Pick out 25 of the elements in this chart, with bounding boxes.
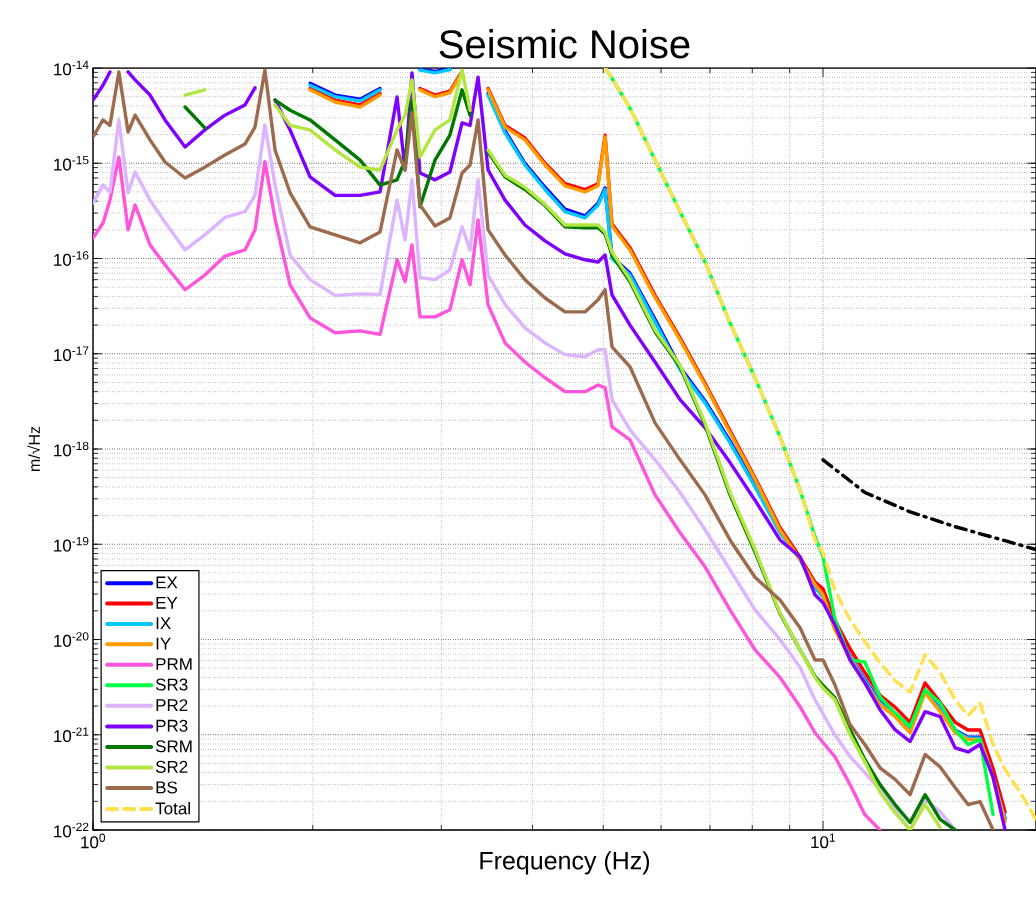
x-axis-title: Frequency (Hz): [480, 851, 650, 875]
y-tick-label: 10$^{-14}$: [54, 60, 89, 76]
x-tick-label: 10$^{0}$: [81, 833, 106, 849]
legend-label: PR3: [156, 719, 188, 732]
legend-label: SRM: [155, 740, 192, 753]
y-tick-label: 10$^{-15}$: [54, 155, 89, 171]
legend-label: SR3: [155, 678, 188, 691]
legend-label: EX: [156, 576, 178, 589]
legend-label: BS: [156, 781, 178, 794]
y-tick-label: 10$^{-17}$: [54, 346, 89, 362]
y-tick-label: 10$^{-18}$: [54, 441, 89, 457]
legend-label: IY: [156, 637, 171, 650]
y-axis-title: m/√Hz: [27, 426, 40, 471]
x-tick-label: 10$^{1}$: [811, 833, 835, 849]
y-tick-label: 10$^{-20}$: [54, 632, 89, 647]
legend-label: IX: [156, 617, 171, 630]
y-tick-label: 10$^{-19}$: [54, 536, 89, 552]
legend-label: PRM: [156, 658, 192, 670]
y-tick-label: 10$^{-16}$: [54, 251, 89, 266]
y-tick-label: 10$^{-21}$: [54, 727, 89, 743]
legend-label: SR2: [155, 760, 188, 773]
legend-label: PR2: [156, 699, 188, 711]
chart-title: Seismic Noise: [439, 29, 690, 59]
legend-label: Total: [155, 801, 190, 815]
legend-label: EY: [156, 596, 178, 609]
